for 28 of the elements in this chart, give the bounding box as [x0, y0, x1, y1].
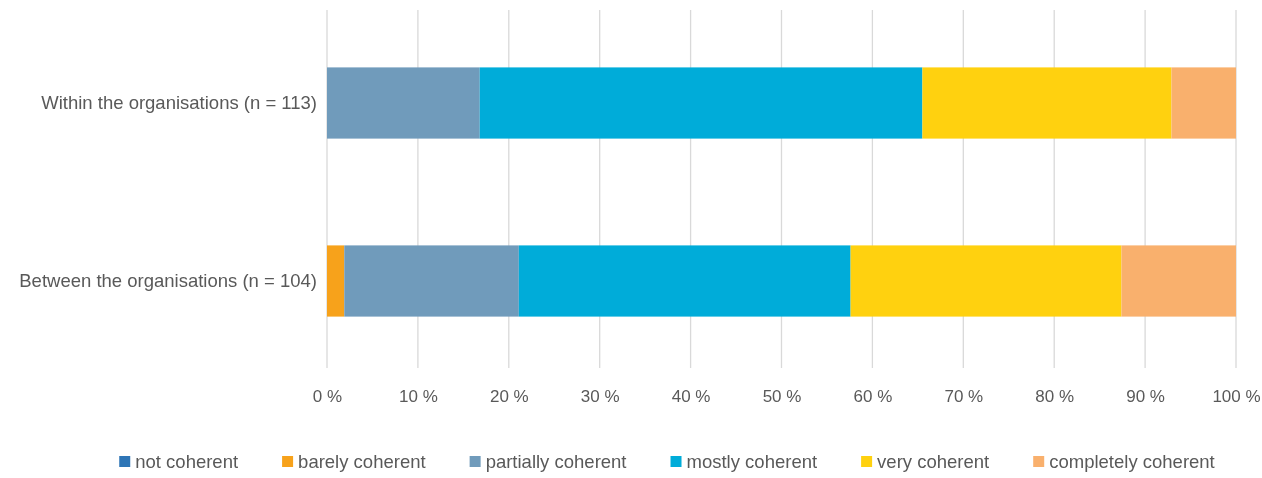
legend-label: not coherent: [135, 451, 239, 472]
x-tick-label: 10 %: [399, 387, 438, 407]
x-tick-label: 0 %: [312, 387, 343, 407]
x-tick-label: 40 %: [671, 387, 711, 407]
x-tick-label: 50 %: [762, 387, 802, 407]
bar: [327, 67, 480, 139]
x-tick-label: 60 %: [853, 387, 893, 407]
bar: [1171, 67, 1236, 139]
legend-label: completely coherent: [1049, 451, 1215, 472]
x-tick-label: 30 %: [580, 387, 620, 407]
x-tick-label: 100 %: [1212, 387, 1261, 407]
bar: [479, 67, 923, 139]
bar: [1121, 245, 1236, 317]
bar: [922, 67, 1172, 139]
bar: [344, 245, 519, 317]
bar: [327, 245, 345, 317]
x-tick-label: 80 %: [1035, 387, 1075, 407]
bar: [850, 245, 1122, 317]
y-tick-label: Within the organisations (n = 113): [41, 91, 317, 113]
legend-label: very coherent: [877, 451, 990, 472]
legend-label: barely coherent: [298, 451, 426, 472]
y-tick-label: Between the organisations (n = 104): [19, 269, 317, 291]
bar: [518, 245, 851, 317]
legend-label: partially coherent: [485, 451, 627, 472]
x-tick-label: 90 %: [1126, 387, 1165, 407]
legend-label: mostly coherent: [686, 451, 818, 472]
x-tick-label: 70 %: [944, 387, 984, 407]
x-tick-label: 20 %: [489, 387, 529, 407]
